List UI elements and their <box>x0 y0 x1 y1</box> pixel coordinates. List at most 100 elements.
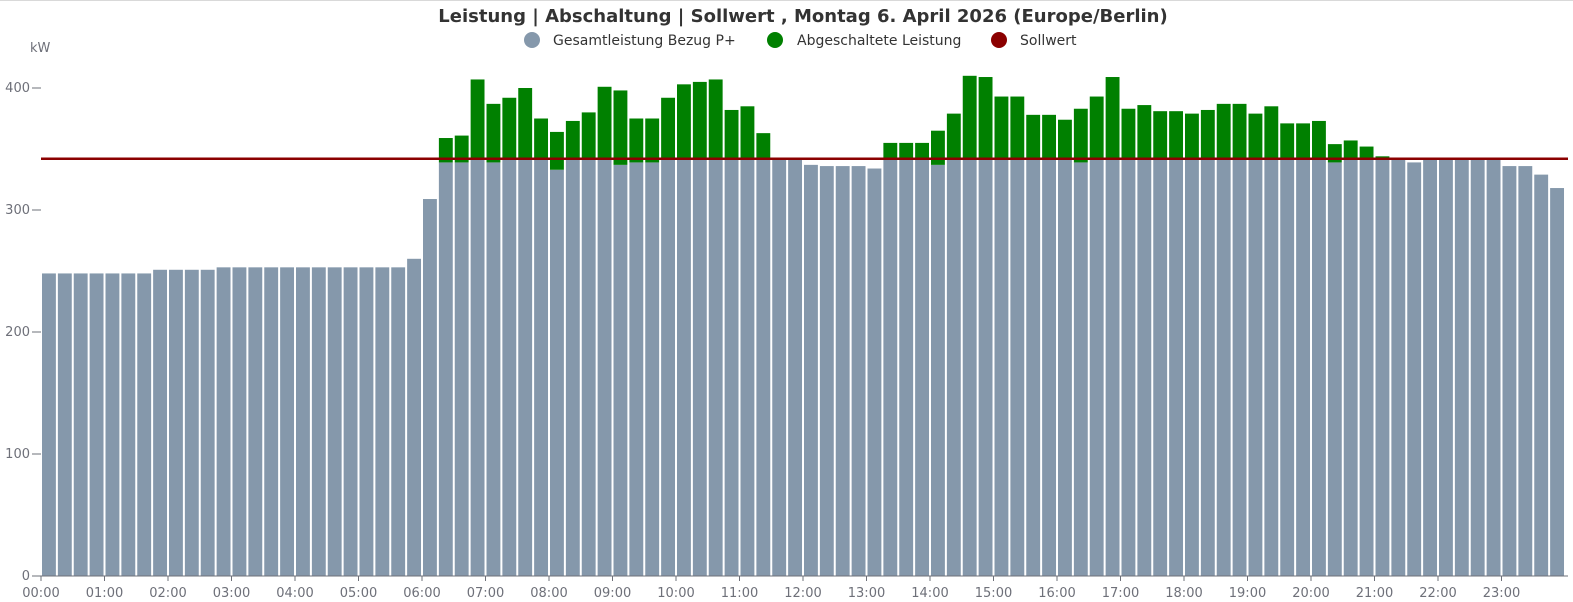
bar-total[interactable] <box>724 158 739 576</box>
bar-shed[interactable] <box>1121 108 1136 159</box>
bar-total[interactable] <box>772 158 787 576</box>
bar-total[interactable] <box>121 273 136 576</box>
bar-total[interactable] <box>1232 158 1247 576</box>
bar-total[interactable] <box>1200 158 1215 576</box>
bar-total[interactable] <box>788 158 803 576</box>
bar-shed[interactable] <box>883 142 898 159</box>
bar-total[interactable] <box>994 158 1009 576</box>
bar-total[interactable] <box>232 267 247 576</box>
bar-total[interactable] <box>1486 158 1501 576</box>
bar-shed[interactable] <box>454 135 469 163</box>
legend-item-setpoint[interactable]: Sollwert <box>991 32 1077 49</box>
bar-total[interactable] <box>1343 158 1358 576</box>
bar-total[interactable] <box>343 267 358 576</box>
bar-shed[interactable] <box>613 90 628 165</box>
bar-total[interactable] <box>280 267 295 576</box>
bar-total[interactable] <box>1058 158 1072 576</box>
bar-total[interactable] <box>1407 162 1422 577</box>
bar-total[interactable] <box>1439 158 1453 576</box>
bar-shed[interactable] <box>1200 109 1215 159</box>
bar-total[interactable] <box>1312 158 1326 576</box>
bar-shed[interactable] <box>978 77 993 159</box>
bar-total[interactable] <box>756 158 771 576</box>
bar-total[interactable] <box>470 158 485 576</box>
bar-total[interactable] <box>423 199 437 576</box>
bar-shed[interactable] <box>1058 119 1072 159</box>
bar-shed[interactable] <box>1042 114 1057 159</box>
bar-total[interactable] <box>962 158 977 576</box>
bar-total[interactable] <box>804 164 818 577</box>
bar-total[interactable] <box>264 267 279 576</box>
bar-total[interactable] <box>42 273 56 576</box>
bar-shed[interactable] <box>708 79 723 159</box>
bar-total[interactable] <box>1248 158 1263 576</box>
bar-total[interactable] <box>502 158 517 576</box>
bar-shed[interactable] <box>550 131 564 170</box>
bar-total[interactable] <box>692 158 707 576</box>
bar-total[interactable] <box>89 273 104 576</box>
bar-total[interactable] <box>1327 162 1342 577</box>
bar-total[interactable] <box>1359 158 1374 576</box>
bar-total[interactable] <box>1105 158 1120 576</box>
bar-shed[interactable] <box>1169 111 1184 159</box>
bar-shed[interactable] <box>1359 146 1374 159</box>
bar-shed[interactable] <box>470 79 485 159</box>
bar-shed[interactable] <box>724 109 739 159</box>
bar-total[interactable] <box>1026 158 1041 576</box>
bar-shed[interactable] <box>629 118 644 163</box>
bar-total[interactable] <box>677 158 691 576</box>
bar-total[interactable] <box>1534 174 1549 576</box>
bar-total[interactable] <box>359 267 374 576</box>
bar-shed[interactable] <box>756 133 771 159</box>
bar-shed[interactable] <box>1137 105 1152 159</box>
bar-total[interactable] <box>867 168 882 576</box>
bar-shed[interactable] <box>1153 111 1168 159</box>
bar-shed[interactable] <box>1280 123 1295 159</box>
bar-shed[interactable] <box>1105 77 1120 159</box>
legend-item-shed[interactable]: Abgeschaltete Leistung <box>767 32 961 49</box>
bar-total[interactable] <box>819 166 834 576</box>
bar-total[interactable] <box>835 166 850 576</box>
bar-total[interactable] <box>1518 166 1533 576</box>
bar-total[interactable] <box>915 158 930 576</box>
bar-total[interactable] <box>1216 158 1231 576</box>
legend-item-total[interactable]: Gesamtleistung Bezug P+ <box>524 32 736 49</box>
bar-shed[interactable] <box>1312 120 1326 159</box>
bar-shed[interactable] <box>740 106 755 159</box>
bar-total[interactable] <box>200 269 215 576</box>
bar-shed[interactable] <box>486 103 501 163</box>
bar-total[interactable] <box>1153 158 1168 576</box>
bar-total[interactable] <box>454 162 469 577</box>
bar-shed[interactable] <box>1216 103 1231 159</box>
bar-total[interactable] <box>1502 166 1517 576</box>
bar-total[interactable] <box>184 269 199 576</box>
bar-total[interactable] <box>1010 158 1025 576</box>
bar-total[interactable] <box>375 267 390 576</box>
bar-total[interactable] <box>946 158 961 576</box>
bar-total[interactable] <box>629 162 644 577</box>
bar-total[interactable] <box>708 158 723 576</box>
bar-total[interactable] <box>1454 158 1469 576</box>
bar-shed[interactable] <box>565 120 580 159</box>
bar-total[interactable] <box>597 158 612 576</box>
bar-shed[interactable] <box>962 75 977 159</box>
bar-total[interactable] <box>565 158 580 576</box>
bar-shed[interactable] <box>645 118 660 163</box>
bar-total[interactable] <box>296 267 310 576</box>
bar-total[interactable] <box>931 164 945 577</box>
bar-total[interactable] <box>1137 158 1152 576</box>
bar-total[interactable] <box>883 158 898 576</box>
bar-total[interactable] <box>1042 158 1057 576</box>
bar-total[interactable] <box>978 158 993 576</box>
bar-shed[interactable] <box>1232 103 1247 159</box>
bar-total[interactable] <box>851 166 866 576</box>
bar-shed[interactable] <box>1026 114 1041 159</box>
bar-total[interactable] <box>899 158 914 576</box>
bar-shed[interactable] <box>581 112 596 159</box>
bar-shed[interactable] <box>661 97 676 159</box>
bar-total[interactable] <box>1423 158 1438 576</box>
bar-shed[interactable] <box>677 84 691 159</box>
bar-total[interactable] <box>57 273 72 576</box>
bar-total[interactable] <box>73 273 88 576</box>
bar-total[interactable] <box>327 267 342 576</box>
